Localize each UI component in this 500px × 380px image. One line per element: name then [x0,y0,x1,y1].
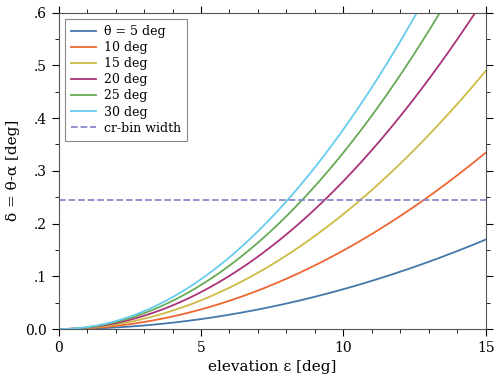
15 deg [470,83,476,88]
20 deg [392,120,398,125]
15 deg [252,272,258,277]
10 deg [252,290,258,294]
15 deg [264,266,270,270]
Line: 25 deg: 25 deg [58,0,486,329]
θ = 5 deg [482,238,488,242]
Line: θ = 5 deg: θ = 5 deg [58,240,486,329]
20 deg [470,13,476,18]
20 deg [470,14,476,18]
25 deg [56,327,62,331]
Line: 30 deg: 30 deg [58,0,486,329]
θ = 5 deg [392,271,398,276]
θ = 5 deg [252,308,258,312]
10 deg [78,326,84,331]
Legend: θ = 5 deg, 10 deg, 15 deg, 20 deg, 25 deg, 30 deg, cr-bin width: θ = 5 deg, 10 deg, 15 deg, 20 deg, 25 de… [65,19,187,141]
20 deg [264,248,270,253]
30 deg [252,232,258,236]
10 deg [482,150,488,155]
20 deg [78,326,84,331]
30 deg [56,327,62,331]
25 deg [392,81,398,85]
15 deg [56,327,62,331]
Line: 15 deg: 15 deg [58,71,486,329]
25 deg [252,243,258,247]
cr-bin width [56,198,62,202]
15 deg [482,69,488,73]
25 deg [78,326,84,330]
25 deg [264,233,270,238]
θ = 5 deg [78,326,84,331]
Y-axis label: δ = θ-α [deg]: δ = θ-α [deg] [6,120,20,222]
15 deg [392,166,398,171]
30 deg [264,221,270,225]
10 deg [470,161,476,165]
20 deg [56,327,62,331]
15 deg [470,84,476,88]
X-axis label: elevation ε [deg]: elevation ε [deg] [208,361,336,374]
10 deg [392,217,398,222]
10 deg [264,285,270,290]
θ = 5 deg [264,306,270,310]
θ = 5 deg [470,242,476,247]
15 deg [78,326,84,331]
Line: 20 deg: 20 deg [58,0,486,329]
10 deg [56,327,62,331]
10 deg [470,160,476,165]
θ = 5 deg [470,242,476,247]
θ = 5 deg [56,327,62,331]
Line: 10 deg: 10 deg [58,153,486,329]
20 deg [252,256,258,261]
30 deg [78,326,84,330]
30 deg [392,48,398,53]
cr-bin width [84,198,90,202]
